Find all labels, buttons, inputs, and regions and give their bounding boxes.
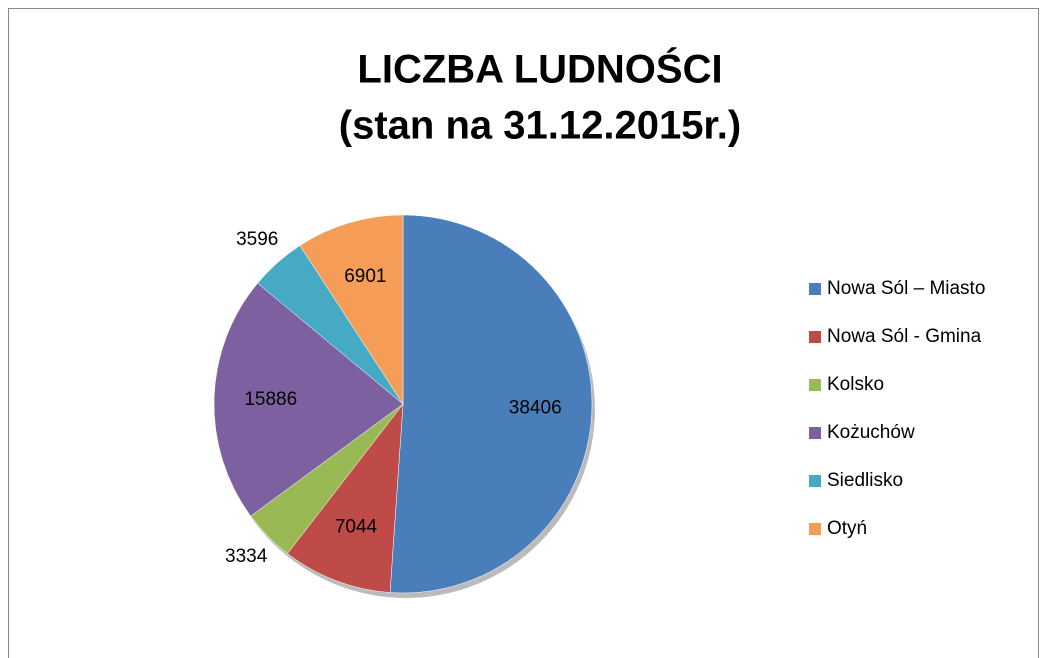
data-label: 6901 (344, 266, 386, 287)
legend-label: Otyń (827, 518, 867, 539)
legend-label: Kożuchów (827, 422, 915, 443)
data-label: 38406 (509, 398, 562, 419)
pie-slice (389, 214, 593, 594)
chart-title: LICZBA LUDNOŚCI (357, 46, 722, 92)
legend-marker (809, 523, 821, 535)
data-label: 7044 (335, 517, 378, 538)
legend-marker (809, 283, 821, 295)
data-label: 3334 (225, 546, 268, 567)
chart-subtitle: (stan na 31.12.2015r.) (339, 104, 741, 148)
legend-marker (809, 331, 821, 343)
legend-label: Nowa Sól – Miasto (827, 278, 985, 299)
pie-slice (213, 282, 404, 517)
data-label: 15886 (244, 389, 297, 410)
legend-marker (809, 379, 821, 391)
legend-marker (809, 427, 821, 439)
legend-label: Siedlisko (827, 470, 903, 491)
legend-label: Kolsko (827, 374, 884, 395)
data-label: 3596 (236, 229, 278, 250)
legend-marker (809, 475, 821, 487)
pie-slice (299, 214, 404, 405)
pie-slice (287, 403, 404, 593)
legend-label: Nowa Sól - Gmina (827, 326, 982, 347)
